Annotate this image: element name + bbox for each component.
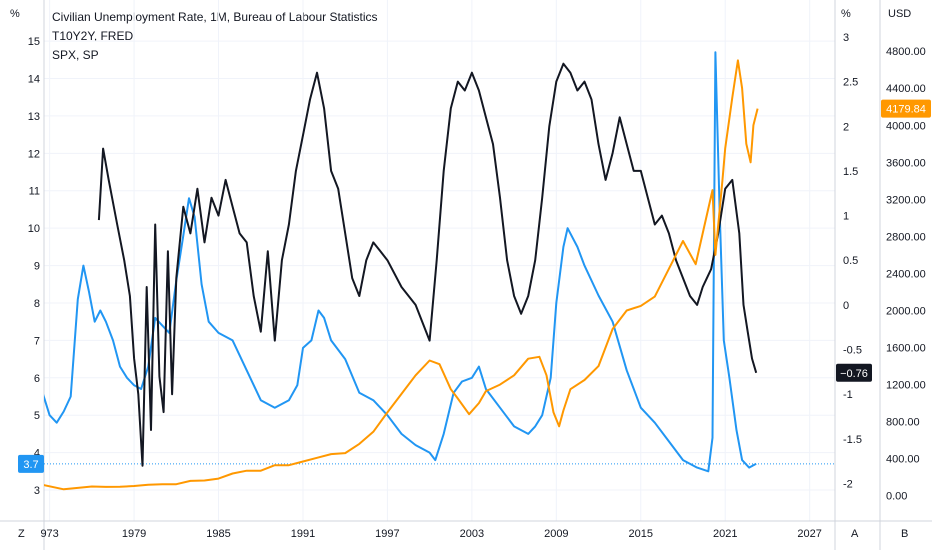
right-axis-tick-label: 1200.00 [886,380,926,392]
right-axis-tick-label: 4400.00 [886,83,926,95]
right-axis-tick-label: 0.00 [886,491,907,503]
right-axis-tick-label: 3200.00 [886,194,926,206]
legend-t10y2y[interactable]: T10Y2Y, FRED [52,29,134,43]
legend-spx[interactable]: SPX, SP [52,48,99,62]
time-axis-tick-label: 1997 [375,528,399,540]
left-axis-tick-label: 6 [34,373,40,385]
unemployment-line [44,51,757,473]
time-axis-tick-label: 1991 [291,528,315,540]
unemployment-last-badge: 3.7 [18,454,44,473]
left-axis-tick-label: 13 [28,111,40,123]
middle-axis-tick-label: 1 [843,211,849,223]
right-axis-tick-label: 2000.00 [886,305,926,317]
scale-a-button[interactable]: A [851,528,859,540]
left-axis-tick-label: 4 [34,448,40,460]
right-axis-tick-label: 2800.00 [886,231,926,243]
left-axis-tick-label: 5 [34,410,40,422]
badge-layer: 3.7 −0.76 4179.84 [18,99,931,473]
spx-last-badge: 4179.84 [881,99,931,118]
middle-axis-tick-label: 0 [843,300,849,312]
left-axis-tick-label: 12 [28,148,40,160]
time-axis-tick-label: 2003 [460,528,484,540]
right-axis-tick-label: 4800.00 [886,46,926,58]
middle-axis-tick-label: -1 [843,389,853,401]
time-axis-tick-label: 1985 [206,528,230,540]
left-axis-tick-label: 8 [34,298,40,310]
unemployment-last-badge-text: 3.7 [23,459,38,471]
middle-axis-tick-label: -0.5 [843,345,862,357]
left-axis-unit: % [10,8,20,20]
left-axis-tick-label: 7 [34,335,40,347]
legend-unemployment[interactable]: Civilian Unemployment Rate, 1M, Bureau o… [52,10,378,24]
t10y2y-line [97,62,758,467]
left-axis-tick-label: 3 [34,485,40,497]
left-axis-tick-label: 10 [28,223,40,235]
time-axis-tick-label: 2015 [629,528,653,540]
middle-axis-tick-label: 1.5 [843,166,858,178]
right-axis-tick-label: 800.00 [886,417,920,429]
scale-b-button[interactable]: B [901,528,908,540]
right-axis-tick-label: 2400.00 [886,268,926,280]
right-axis-tick-label: 1600.00 [886,343,926,355]
left-axis-tick-label: 14 [28,74,40,86]
time-axis-tick-label: 2009 [544,528,568,540]
right-axis-tick-label: 4000.00 [886,120,926,132]
scale-z-button[interactable]: Z [18,528,25,540]
right-axis-unit: USD [888,8,911,20]
middle-axis-tick-label: -2 [843,479,853,491]
chart-legend: Civilian Unemployment Rate, 1M, Bureau o… [52,8,377,65]
spx-last-badge-text: 4179.84 [886,104,926,116]
middle-axis-tick-label: 3 [843,32,849,44]
middle-axis-tick-label: 2 [843,121,849,133]
spx-line [44,59,759,491]
left-axis-tick-label: 9 [34,261,40,273]
middle-axis-tick-label: -1.5 [843,434,862,446]
middle-axis-tick-label: 2.5 [843,77,858,89]
left-axis-tick-label: 11 [29,186,40,198]
left-axis-tick-label: 15 [28,36,40,48]
middle-axis-tick-label: 0.5 [843,255,858,267]
t10y2y-last-badge-bg [836,363,872,382]
right-axis-tick-label: 400.00 [886,454,920,466]
time-axis-tick-label: 973 [40,528,58,540]
t10y2y-last-badge-text: −0.76 [840,368,868,380]
right-axis-tick-label: 3600.00 [886,157,926,169]
series-layer [44,51,835,491]
t10y2y-last-badge: −0.76 [836,363,872,382]
time-axis-tick-label: 2021 [713,528,737,540]
time-axis-tick-label: 2027 [797,528,821,540]
spx-last-badge-bg [881,99,931,118]
time-axis-tick-label: 1979 [122,528,146,540]
middle-axis-unit: % [841,8,851,20]
unemployment-last-badge-bg [18,454,44,473]
